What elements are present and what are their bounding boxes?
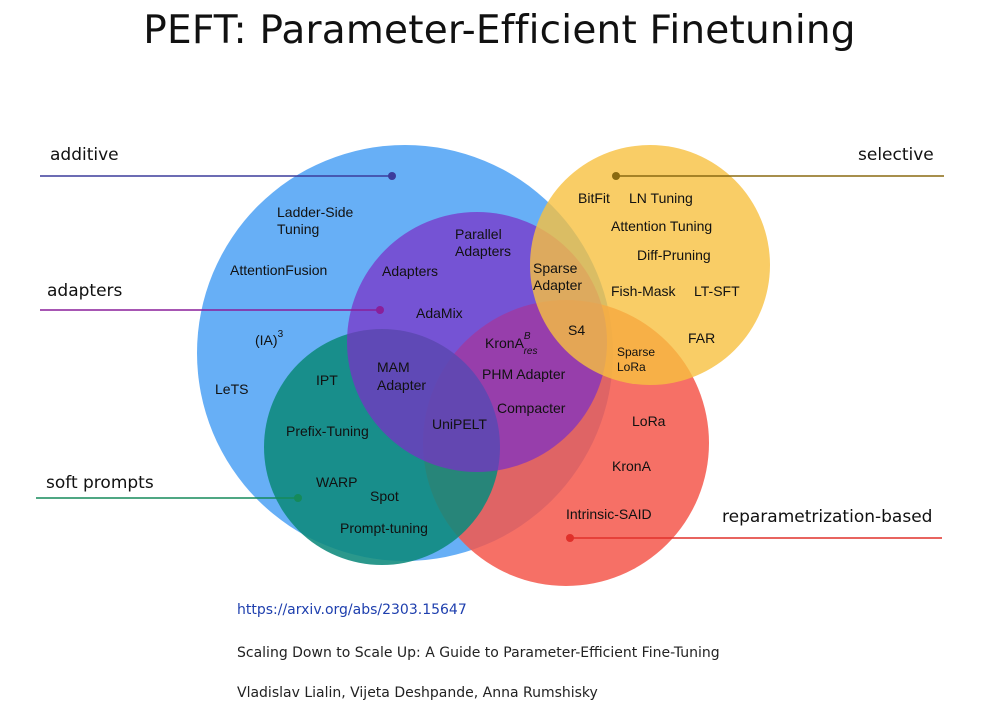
additive-pointer (40, 172, 396, 180)
method-spot: Spot (370, 488, 399, 504)
adapters-label: adapters (47, 281, 123, 301)
method-compacter: Compacter (497, 400, 566, 416)
method-ln-tuning: LN Tuning (629, 190, 693, 206)
method-mam-adapter-line2: Adapter (377, 377, 426, 393)
method-far: FAR (688, 330, 715, 346)
method-warp: WARP (316, 474, 357, 490)
method-sparse-lora-line1: Sparse (617, 345, 655, 359)
arxiv-link[interactable]: https://arxiv.org/abs/2303.15647 (237, 602, 467, 618)
reparametrization-pointer (566, 534, 942, 542)
method-adamix: AdaMix (416, 305, 463, 321)
method-ipt: IPT (316, 372, 338, 388)
method-s4: S4 (568, 322, 585, 338)
method-sparse-adapter-line1: Sparse (533, 260, 578, 276)
paper-title: Scaling Down to Scale Up: A Guide to Par… (237, 645, 720, 661)
method-parallel-adapters-line2: Adapters (455, 243, 511, 259)
method-mam-adapter-line1: MAM (377, 359, 410, 375)
method-prompt-tuning: Prompt-tuning (340, 520, 428, 536)
additive-label: additive (50, 145, 119, 165)
adapters-pointer (40, 306, 384, 314)
method-diff-pruning: Diff-Pruning (637, 247, 711, 263)
paper-authors: Vladislav Lialin, Vijeta Deshpande, Anna… (237, 685, 598, 701)
method-ia3: (IA)3 (255, 329, 284, 348)
method-attention-tuning: Attention Tuning (611, 218, 712, 234)
method-krona-res: KronAB res (485, 331, 538, 357)
method-lt-sft: LT-SFT (694, 283, 740, 299)
method-unipelt: UniPELT (432, 416, 487, 432)
method-sparse-lora-line2: LoRa (617, 360, 646, 374)
page-title: PEFT: Parameter-Efficient Finetuning (143, 8, 856, 53)
soft-prompts-pointer (36, 494, 302, 502)
selective-label: selective (858, 145, 934, 165)
method-fish-mask: Fish-Mask (611, 283, 677, 299)
method-parallel-adapters-line1: Parallel (455, 226, 502, 242)
method-ladder-side-tuning-line2: Tuning (277, 221, 319, 237)
method-lets: LeTS (215, 381, 248, 397)
method-bitfit: BitFit (578, 190, 610, 206)
method-attention-fusion: AttentionFusion (230, 262, 327, 278)
method-adapters: Adapters (382, 263, 438, 279)
method-prefix-tuning: Prefix-Tuning (286, 423, 369, 439)
method-lora: LoRa (632, 413, 666, 429)
soft-prompts-label: soft prompts (46, 473, 154, 493)
method-sparse-adapter-line2: Adapter (533, 277, 582, 293)
method-ladder-side-tuning-line1: Ladder-Side (277, 204, 353, 220)
method-krona: KronA (612, 458, 652, 474)
selective-set (530, 145, 770, 385)
selective-pointer (612, 172, 944, 180)
method-intrinsic-said: Intrinsic-SAID (566, 506, 652, 522)
reparametrization-label: reparametrization-based (722, 507, 932, 527)
method-phm-adapter: PHM Adapter (482, 366, 566, 382)
